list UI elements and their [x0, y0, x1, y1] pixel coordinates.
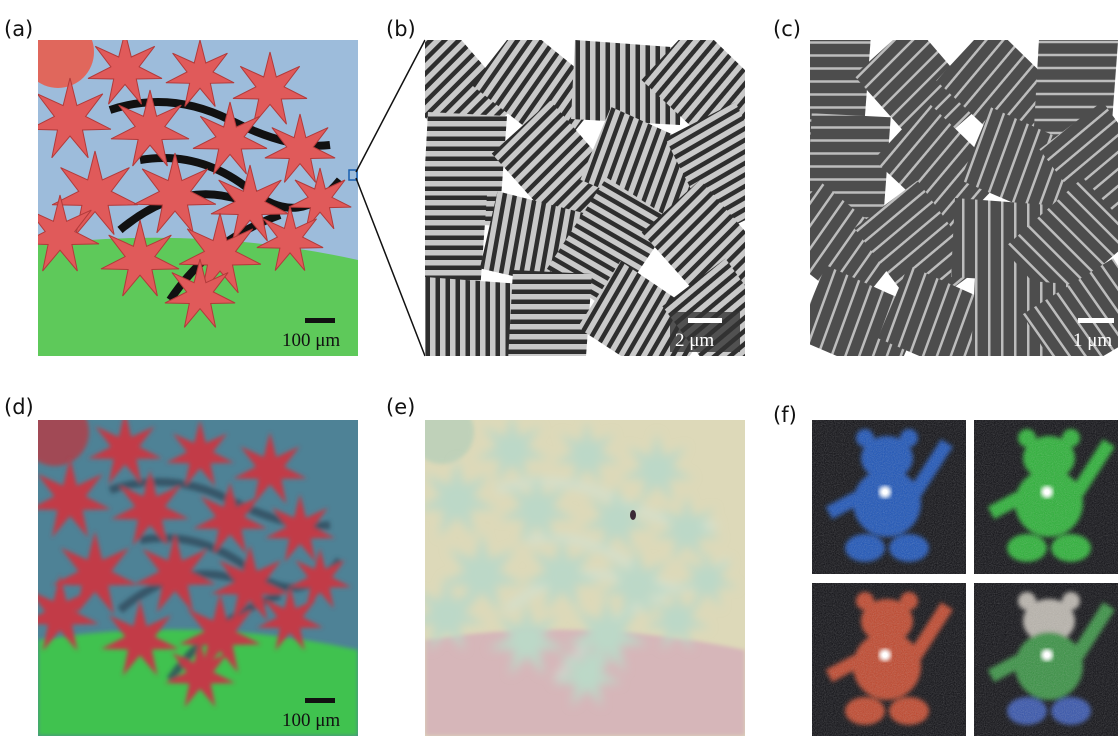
- speckle: [812, 583, 966, 736]
- scale-bar-label: 2 μm: [675, 330, 714, 351]
- scale-bar-label: 1 μm: [1073, 330, 1112, 351]
- hologram-view: [812, 420, 966, 574]
- panel-label: (f): [773, 403, 797, 427]
- panel-e-image: [408, 400, 745, 736]
- scale-bar: [305, 698, 335, 703]
- speckle: [812, 420, 966, 574]
- scale-bar: [305, 318, 335, 323]
- zoom-line: [356, 178, 425, 356]
- scale-bar: [688, 318, 722, 323]
- panel-c-image: 1 μm: [713, 0, 1118, 434]
- hologram-view: [974, 583, 1118, 736]
- scale-bar-label: 100 μm: [282, 330, 340, 351]
- scale-bar-label: 100 μm: [282, 710, 340, 731]
- panel-f-image: [812, 420, 1118, 736]
- panel-a-image: [21, 16, 358, 356]
- panel-label: (b): [386, 17, 416, 41]
- panel-label: (c): [773, 17, 801, 41]
- panel-d-image: 100 μm: [21, 398, 358, 736]
- hologram-view: [974, 420, 1118, 574]
- zero-order-spot: [1045, 653, 1050, 658]
- zero-order-spot: [1045, 490, 1050, 495]
- zero-order-spot: [883, 490, 888, 495]
- zoom-line: [356, 40, 425, 172]
- panel-label: (e): [386, 395, 415, 419]
- panel-b-image: 2 μm: [326, 0, 843, 445]
- panel-label: (a): [4, 17, 33, 41]
- panel-label: (d): [4, 395, 34, 419]
- scale-bar: [1078, 318, 1114, 323]
- figure: (a) (b) (c) (d) (e) (f) 100 μm 2 μm 1 μm: [0, 0, 1118, 736]
- zero-order-spot: [883, 653, 888, 658]
- hologram-view: [812, 583, 966, 736]
